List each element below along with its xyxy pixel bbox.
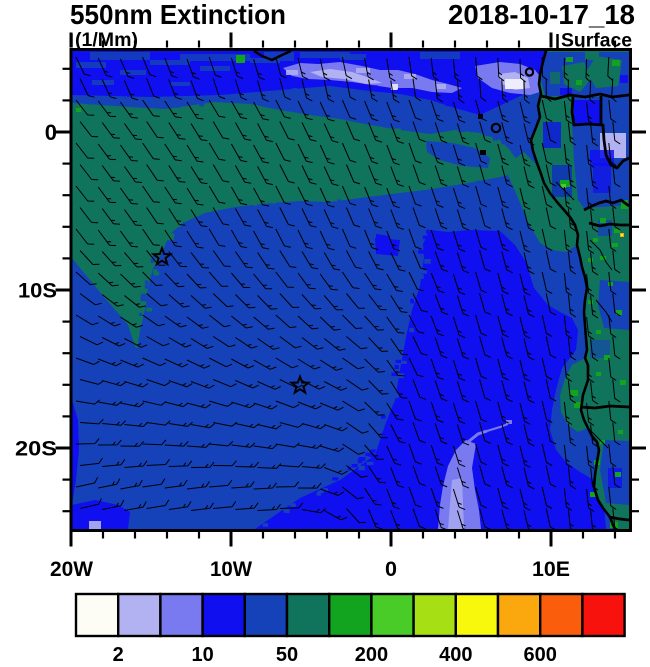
svg-text:600: 600	[524, 644, 557, 666]
svg-text:20W: 20W	[50, 558, 93, 581]
svg-text:20S: 20S	[15, 438, 57, 461]
svg-text:0: 0	[385, 558, 397, 581]
svg-text:2: 2	[113, 644, 124, 666]
svg-text:0: 0	[45, 120, 57, 145]
svg-text:10S: 10S	[18, 280, 57, 303]
svg-text:2018-10-17_18: 2018-10-17_18	[448, 0, 635, 30]
svg-text:50: 50	[276, 644, 298, 666]
svg-text:(1/Mm): (1/Mm)	[75, 30, 138, 51]
svg-text:10: 10	[191, 644, 213, 666]
svg-text:10E: 10E	[532, 558, 570, 581]
svg-text:10W: 10W	[210, 558, 252, 581]
svg-text:550nm Extinction: 550nm Extinction	[70, 0, 286, 30]
svg-text:400: 400	[439, 644, 472, 666]
svg-text:200: 200	[355, 644, 388, 666]
svg-text:Surface: Surface	[561, 31, 632, 52]
